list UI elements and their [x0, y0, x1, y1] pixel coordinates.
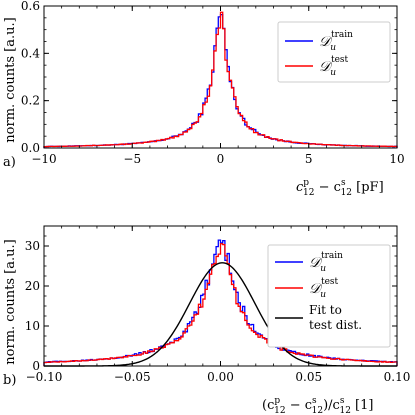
panel-a-histograms: [43, 11, 398, 148]
panel-a-legend: 𝒟utrain 𝒟utest: [277, 21, 391, 83]
panel-b-histograms: [43, 239, 398, 366]
x-tick-label: −0.10: [26, 370, 63, 384]
x-tick-label: 5: [305, 152, 313, 166]
histogram-series-1: [43, 243, 398, 366]
panel-b-axes: −0.10 −0.05 0.00 0.05 0.10 0 10 20 30: [25, 225, 411, 384]
x-tick-label: −10: [31, 152, 56, 166]
histogram-series-1: [43, 11, 398, 148]
y-tick-label: 0.0: [21, 141, 40, 155]
y-tick-label: 0.6: [21, 0, 40, 13]
panel-a-xlabel: cp 12 − cs 12 [pF]: [296, 178, 384, 198]
legend-label-train: 𝒟utrain: [309, 251, 343, 274]
panel-b-label: b): [3, 373, 16, 388]
x-tick-label: 0.05: [295, 370, 322, 384]
panel-a-label: a): [3, 155, 16, 170]
y-tick-label: 30: [25, 239, 40, 253]
panel-b-xlabel: (cp 12 − cs 12)/cs 12 [1]: [262, 396, 373, 415]
x-tick-label: 10: [389, 152, 404, 166]
x-tick-label: 0.10: [384, 370, 411, 384]
legend-label-test: 𝒟utest: [319, 55, 349, 78]
legend-label-test: 𝒟utest: [309, 277, 339, 300]
y-tick-label: 0.2: [21, 94, 40, 108]
panel-a-axes: −10 −5 0 5 10 0.0 0.2 0.4 0.6: [21, 0, 405, 166]
legend-label-fit-line1: Fit to: [309, 303, 342, 317]
y-tick-label: 0: [32, 359, 40, 373]
x-tick-label: −5: [123, 152, 141, 166]
legend-label-fit-line2: test dist.: [309, 318, 362, 332]
panel-a: −10 −5 0 5 10 0.0 0.2 0.4 0.6 norm. counts [a.u.…: [3, 0, 405, 198]
x-tick-label: 0.00: [207, 370, 234, 384]
panel-a-ylabel: norm. counts [a.u.]: [3, 17, 18, 142]
y-tick-label: 20: [25, 279, 40, 293]
x-tick-label: 0: [217, 152, 225, 166]
panel-b: −0.10 −0.05 0.00 0.05 0.10 0 10 20 30 norm. coun…: [3, 225, 411, 415]
y-tick-label: 0.4: [21, 46, 40, 60]
panel-b-legend: 𝒟utrain 𝒟utest Fit to test dist.: [267, 244, 391, 348]
legend-label-train: 𝒟utrain: [319, 30, 353, 53]
y-tick-label: 10: [25, 319, 40, 333]
panel-b-ylabel: norm. counts [a.u.]: [3, 239, 18, 364]
x-tick-label: −0.05: [114, 370, 151, 384]
